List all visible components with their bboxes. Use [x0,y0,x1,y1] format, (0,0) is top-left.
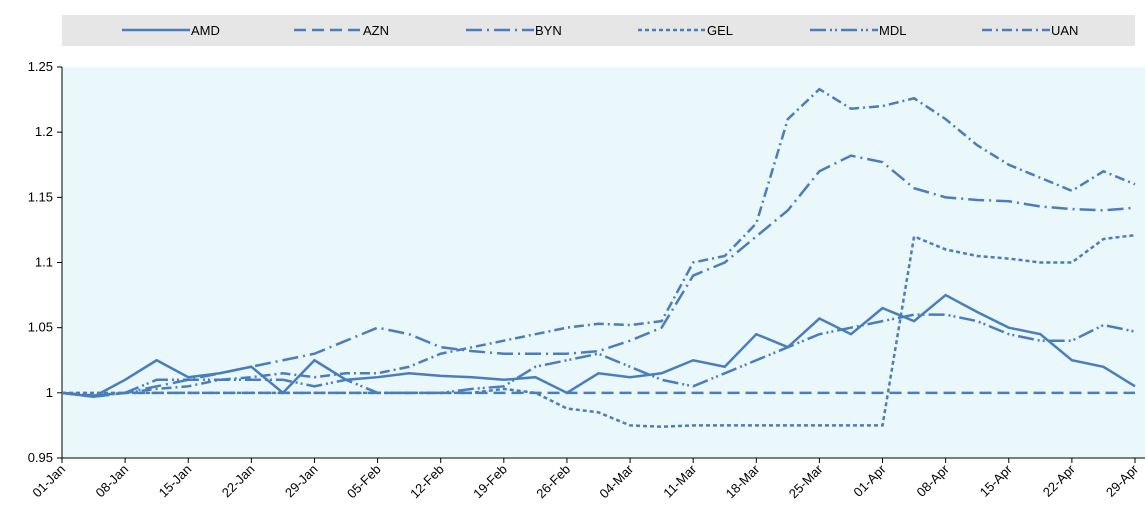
x-tick-label: 15-Apr [977,461,1016,500]
x-tick-label: 05-Feb [344,462,384,502]
legend-label: UAN [1051,23,1078,38]
y-tick-label: 1.1 [35,255,53,270]
y-tick-label: 1.05 [28,320,53,335]
legend-background [62,15,1135,46]
y-tick-label: 1.2 [35,124,53,139]
series-line [62,233,1136,428]
legend-label: BYN [535,23,562,38]
series-line [61,87,1136,397]
x-tick-label: 19-Feb [470,462,510,502]
x-tick-label: 08-Apr [914,461,953,500]
x-tick-label: 25-Mar [786,461,826,501]
x-tick-label: 01-Jan [29,462,68,501]
x-tick-label: 11-Mar [660,461,700,501]
x-tick-label: 04-Mar [596,461,636,501]
series-line [61,154,1136,397]
series-line [61,313,1136,399]
x-tick-label: 01-Apr [850,461,889,500]
x-tick-label: 22-Apr [1040,461,1079,500]
x-tick-label: 22-Jan [219,462,258,501]
legend-label: GEL [707,23,733,38]
x-tick-label: 29-Apr [1103,461,1142,500]
x-tick-label: 26-Feb [533,462,573,502]
legend-label: AMD [191,23,220,38]
x-tick-label: 08-Jan [93,462,132,501]
y-tick-label: 0.95 [28,450,53,465]
legend-label: AZN [363,23,389,38]
legend-label: MDL [879,23,906,38]
y-tick-label: 1 [46,385,53,400]
x-tick-label: 18-Mar [723,461,763,501]
plot-background [62,67,1145,458]
x-tick-label: 29-Jan [282,462,321,501]
y-tick-label: 1.25 [28,59,53,74]
x-tick-label: 15-Jan [156,462,195,501]
y-tick-label: 1.15 [28,189,53,204]
x-tick-label: 12-Feb [407,462,447,502]
